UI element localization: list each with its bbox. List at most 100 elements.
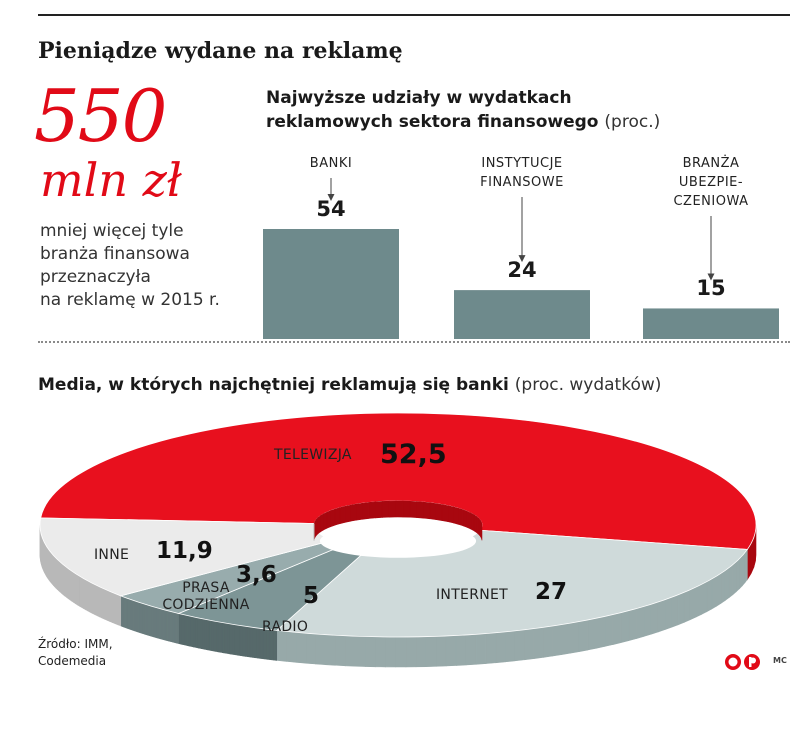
leader-arrow-icon [707, 273, 715, 281]
source-line: Źródło: IMM, [38, 637, 113, 651]
leader-arrow-icon [518, 255, 526, 263]
slice-side [657, 599, 666, 633]
slice-side [315, 633, 326, 665]
highlight-desc-line: przeznaczyła [40, 267, 151, 287]
slice-side [728, 563, 734, 599]
source-note: Źródło: IMM, Codemedia [38, 636, 113, 670]
bar-chart-title: Najwyższe udziały w wydatkach reklamowyc… [266, 86, 660, 134]
hole-wall [339, 506, 346, 525]
slice-side [85, 579, 89, 612]
slice-side [365, 636, 376, 668]
slice-side [542, 625, 553, 658]
hole-wall [429, 502, 437, 520]
slice-side [561, 622, 571, 655]
highlight-unit: mln zł [40, 153, 182, 207]
slice-side [736, 557, 740, 593]
slice-value-telewizja: 52,5 [380, 439, 447, 470]
slice-side [671, 594, 679, 628]
slice-side [89, 581, 93, 614]
slice-side [305, 632, 316, 665]
slice-side [578, 619, 589, 652]
highlight-desc-line: na reklamę w 2015 r. [40, 290, 220, 310]
hole-wall [356, 502, 363, 521]
hole-wall [323, 511, 328, 531]
source-line: Codemedia [38, 654, 107, 668]
bar-plot-area [263, 178, 779, 339]
publisher-logo-icon [725, 654, 760, 670]
slice-side [552, 624, 562, 657]
slice-side [83, 577, 86, 611]
slice-value-prasa: 3,6 [236, 562, 277, 588]
slice-label-inne: INNE [94, 547, 130, 563]
hole-wall [326, 510, 331, 529]
slice-side [711, 575, 717, 610]
slice-side [636, 606, 645, 639]
slice-side [524, 628, 535, 661]
slice-side [724, 566, 730, 602]
hole-wall [447, 505, 454, 524]
slice-side [485, 632, 497, 664]
slice-side [77, 574, 80, 607]
slice-side [620, 610, 630, 644]
slice-side [596, 616, 606, 649]
hole-wall [388, 500, 397, 518]
slice-side [465, 633, 477, 666]
slice-side [415, 636, 427, 668]
bar-value-label: 54 [316, 197, 346, 221]
top-rule [38, 14, 790, 16]
slice-side [475, 633, 487, 665]
slice-side [104, 588, 108, 621]
slice-side [664, 596, 672, 631]
highlight-number: 550 [34, 74, 167, 158]
slice-side [495, 631, 506, 664]
pie-chart-title-text: Media, w których najchętniej reklamują s… [38, 375, 509, 395]
slice-side [695, 583, 702, 618]
slice-side [112, 592, 116, 625]
hole-wall [462, 509, 468, 528]
slice-side [425, 636, 437, 667]
slice-label-line: CODZIENNA [162, 597, 250, 613]
highlight-desc-line: mniej więcej tyle [40, 221, 184, 241]
slice-side [81, 576, 84, 610]
slice-label-prasa: PRASA CODZIENNA [153, 580, 259, 614]
slice-side [587, 617, 597, 651]
slice-side [455, 634, 467, 666]
bar-value-label: 24 [507, 258, 537, 283]
hole-wall [375, 501, 383, 519]
hole-wall [368, 501, 376, 519]
donut-hole [319, 524, 477, 558]
hole-wall [395, 500, 404, 518]
slice-side [295, 632, 307, 664]
hole-wall [416, 501, 424, 519]
pie-chart-title: Media, w których najchętniej reklamują s… [38, 375, 661, 395]
slice-side [79, 575, 82, 608]
slice-side [739, 554, 743, 590]
hole-wall [350, 503, 357, 522]
slice-side [101, 587, 105, 620]
slice-side [612, 612, 622, 645]
section-divider [38, 341, 790, 343]
slice-side [109, 590, 113, 624]
hole-wall [344, 504, 351, 523]
slice-side [395, 636, 407, 668]
slice-side [325, 634, 336, 666]
slice-side [117, 594, 122, 627]
hole-wall [458, 507, 464, 527]
slice-side [385, 636, 397, 668]
hole-wall [423, 501, 431, 520]
bar-chart-title-line: reklamowych sektora finansowego [266, 112, 599, 132]
bar-category-label: INSTYTUCJE FINANSOWE [454, 154, 590, 192]
bar [454, 290, 590, 339]
slice-side [570, 621, 580, 654]
slice-side [96, 585, 100, 618]
bar-category-label-line: CZENIOWA [673, 194, 749, 209]
slice-side [114, 593, 119, 626]
slice-side [445, 635, 457, 667]
slice-side [106, 589, 111, 622]
slice-side [604, 614, 614, 647]
slice-label-telewizja: TELEWIZJA [274, 447, 352, 463]
hole-wall [381, 500, 390, 518]
bar-category-label-line: BRANŻA [682, 156, 740, 171]
hole-wall [362, 502, 370, 520]
bar-chart-title-line: Najwyższe udziały w wydatkach [266, 88, 572, 108]
